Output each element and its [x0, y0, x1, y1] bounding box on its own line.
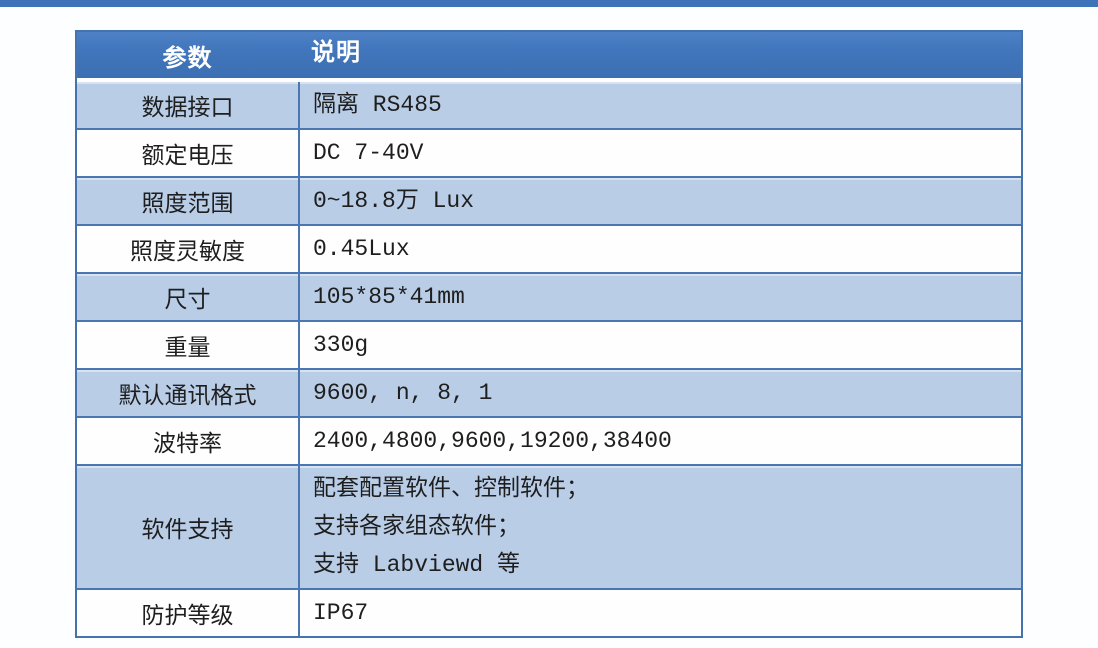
table-header-row: 参数 说明 — [77, 32, 1021, 82]
table-row: 额定电压 DC 7-40V — [77, 128, 1021, 176]
param-cell: 软件支持 — [141, 516, 234, 542]
column-header-desc: 说明 — [311, 41, 361, 68]
desc-cell: 配套配置软件、控制软件； 支持各家组态软件； 支持 Labviewd 等 — [298, 466, 1021, 588]
desc-cell: DC 7-40V — [298, 130, 1021, 176]
table-row: 尺寸 105*85*41mm — [77, 272, 1021, 320]
param-cell: 默认通讯格式 — [118, 382, 257, 408]
param-cell: 重量 — [164, 334, 211, 360]
table-row: 软件支持 配套配置软件、控制软件； 支持各家组态软件； 支持 Labviewd … — [77, 464, 1021, 588]
desc-cell: 9600, n, 8, 1 — [298, 370, 1021, 416]
param-cell: 照度灵敏度 — [130, 238, 245, 264]
param-cell: 防护等级 — [141, 602, 234, 628]
table-row: 默认通讯格式 9600, n, 8, 1 — [77, 368, 1021, 416]
spec-table: 参数 说明 数据接口 隔离 RS485 额定电压 DC 7-40V 照度范围 0… — [75, 30, 1023, 638]
param-cell: 尺寸 — [164, 286, 211, 312]
param-cell: 照度范围 — [141, 190, 234, 216]
top-accent-bar — [0, 0, 1098, 7]
table-row: 重量 330g — [77, 320, 1021, 368]
column-header-param: 参数 — [162, 44, 213, 72]
table-row: 照度灵敏度 0.45Lux — [77, 224, 1021, 272]
desc-cell: 105*85*41mm — [298, 274, 1021, 320]
desc-cell: 0.45Lux — [298, 226, 1021, 272]
desc-cell: IP67 — [298, 590, 1021, 636]
desc-cell: 2400,4800,9600,19200,38400 — [298, 418, 1021, 464]
table-row: 照度范围 0~18.8万 Lux — [77, 176, 1021, 224]
desc-cell: 隔离 RS485 — [298, 82, 1021, 128]
table-row: 防护等级 IP67 — [77, 588, 1021, 636]
desc-cell: 330g — [298, 322, 1021, 368]
param-cell: 数据接口 — [141, 94, 234, 120]
table-row: 波特率 2400,4800,9600,19200,38400 — [77, 416, 1021, 464]
spec-table-body: 数据接口 隔离 RS485 额定电压 DC 7-40V 照度范围 0~18.8万… — [77, 82, 1021, 636]
table-row: 数据接口 隔离 RS485 — [77, 82, 1021, 128]
desc-cell: 0~18.8万 Lux — [298, 178, 1021, 224]
param-cell: 额定电压 — [141, 142, 234, 168]
param-cell: 波特率 — [153, 430, 222, 456]
